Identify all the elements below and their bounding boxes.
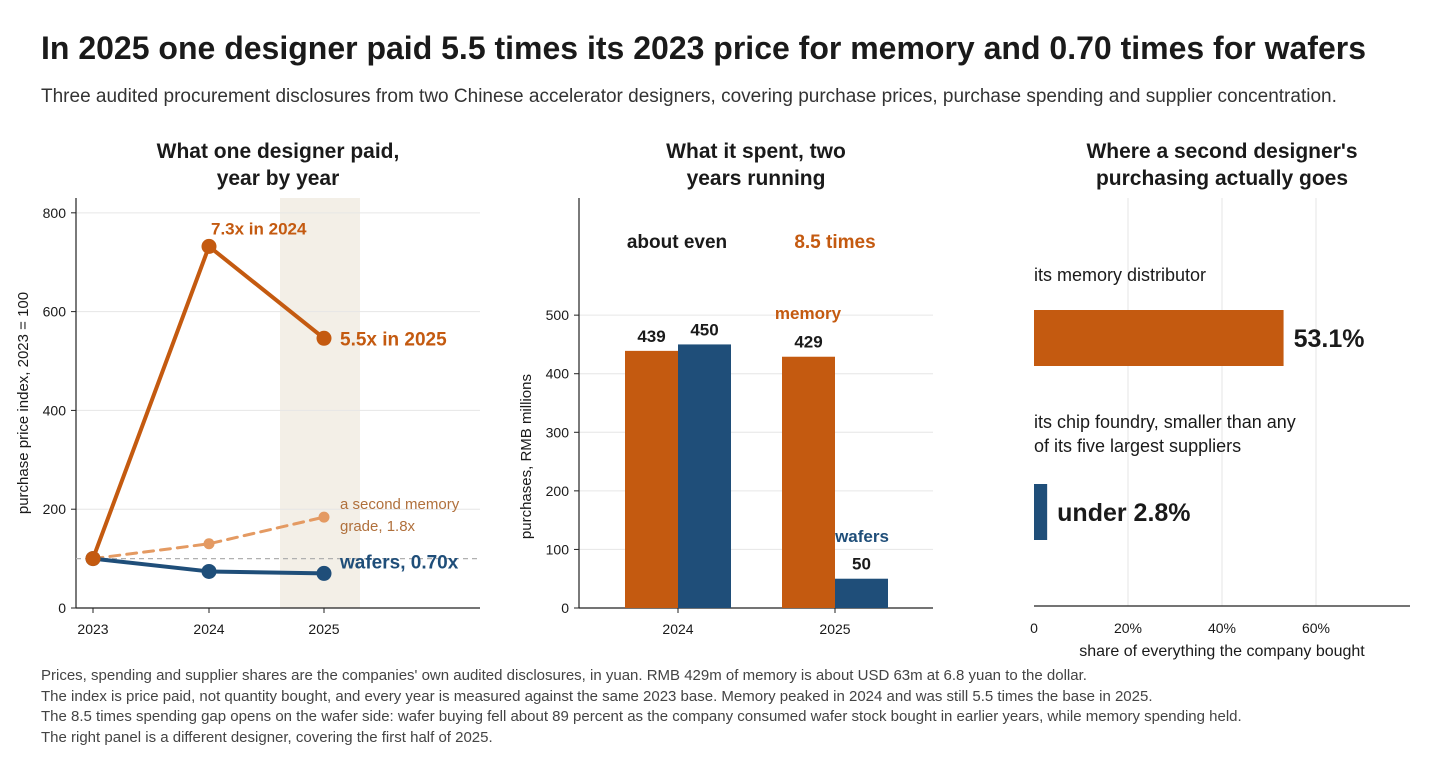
- bar-value-label: 450: [690, 320, 718, 339]
- bar-category-label: its memory distributor: [1034, 265, 1206, 285]
- bar-memory-2025: [782, 356, 835, 608]
- y-tick-label: 200: [43, 501, 67, 517]
- bar-category-label: of its five largest suppliers: [1034, 436, 1241, 456]
- y-tick-label: 0: [561, 600, 569, 616]
- y-tick-label: 100: [546, 541, 570, 557]
- footnotes: Prices, spending and supplier shares are…: [41, 666, 1242, 748]
- chart-headline: In 2025 one designer paid 5.5 times its …: [41, 30, 1366, 66]
- panel-supplier-share: Where a second designer's purchasing actu…: [1030, 140, 1410, 660]
- panel-title-line: What it spent, two: [666, 140, 846, 163]
- x-axis-label: share of everything the company bought: [1079, 643, 1365, 660]
- y-axis-label: purchase price index, 2023 = 100: [15, 292, 32, 514]
- bar-value-label: 439: [637, 327, 665, 346]
- annotation-ratio-2024: about even: [627, 232, 727, 253]
- bar-share-0: [1034, 310, 1284, 366]
- y-tick-label: 300: [546, 424, 570, 440]
- bar-wafers-2025: [835, 578, 888, 608]
- y-tick-label: 600: [43, 304, 67, 320]
- annotation-memory-label: memory: [775, 304, 842, 323]
- data-point-memory_second: [318, 511, 330, 523]
- bar-value-label: under 2.8%: [1057, 499, 1190, 527]
- y-tick-label: 400: [43, 402, 67, 418]
- bar-wafers-2024: [678, 344, 731, 608]
- panel-title-line: Where a second designer's: [1086, 140, 1357, 163]
- bar-memory-2024: [625, 350, 678, 608]
- annotation-memory-peak: 7.3x in 2024: [211, 219, 307, 238]
- bar-value-label: 429: [794, 333, 822, 352]
- x-tick-label: 0: [1030, 620, 1038, 636]
- data-point-memory: [85, 551, 101, 567]
- y-tick-label: 400: [546, 366, 570, 382]
- series-line-memory_second: [91, 515, 326, 561]
- data-point-memory_second: [203, 538, 215, 550]
- y-tick-label: 500: [546, 307, 570, 323]
- footnote-line: The right panel is a different designer,…: [41, 728, 493, 746]
- panel-title-line: purchasing actually goes: [1096, 167, 1348, 190]
- annotation-second-grade: grade, 1.8x: [340, 518, 416, 535]
- x-tick-label: 2025: [308, 621, 339, 637]
- bar-category-label: its chip foundry, smaller than any: [1034, 412, 1296, 432]
- y-tick-label: 200: [546, 483, 570, 499]
- panel-title-line: What one designer paid,: [157, 140, 400, 163]
- data-point-memory: [201, 238, 217, 254]
- y-tick-label: 800: [43, 205, 67, 221]
- data-point-memory: [316, 330, 332, 346]
- bar-share-1: [1034, 484, 1048, 540]
- chart-subtitle: Three audited procurement disclosures fr…: [41, 86, 1337, 107]
- y-tick-label: 0: [58, 600, 66, 616]
- annotation-wafers-end: wafers, 0.70x: [339, 552, 459, 573]
- data-point-wafers: [201, 563, 217, 579]
- bar-value-label: 50: [852, 555, 871, 574]
- panel-price-index: What one designer paid, year by year 0 200 4…: [15, 140, 480, 637]
- bar-value-label: 53.1%: [1294, 325, 1365, 353]
- panel-title-line: year by year: [217, 167, 340, 190]
- highlight-band: [280, 198, 360, 608]
- x-tick-label: 2024: [662, 621, 693, 637]
- footnote-line: The index is price paid, not quantity bo…: [41, 687, 1153, 705]
- x-tick-label: 2023: [77, 621, 108, 637]
- x-tick-label: 2025: [819, 621, 850, 637]
- footnote-line: The 8.5 times spending gap opens on the …: [41, 708, 1242, 725]
- data-point-wafers: [316, 565, 332, 581]
- annotation-memory-end: 5.5x in 2025: [340, 329, 447, 350]
- annotation-second-grade: a second memory: [340, 496, 460, 513]
- footnote-line: Prices, spending and supplier shares are…: [41, 667, 1087, 684]
- annotation-wafers-label: wafers: [834, 527, 889, 546]
- annotation-ratio-2025: 8.5 times: [794, 232, 875, 253]
- panel-spending: What it spent, two years running 0 100 200 30…: [518, 140, 933, 637]
- x-tick-label: 2024: [193, 621, 224, 637]
- x-tick-label: 60%: [1302, 620, 1330, 636]
- x-tick-label: 20%: [1114, 620, 1142, 636]
- y-axis-label: purchases, RMB millions: [518, 374, 535, 539]
- x-tick-label: 40%: [1208, 620, 1236, 636]
- panel-title-line: years running: [687, 167, 826, 190]
